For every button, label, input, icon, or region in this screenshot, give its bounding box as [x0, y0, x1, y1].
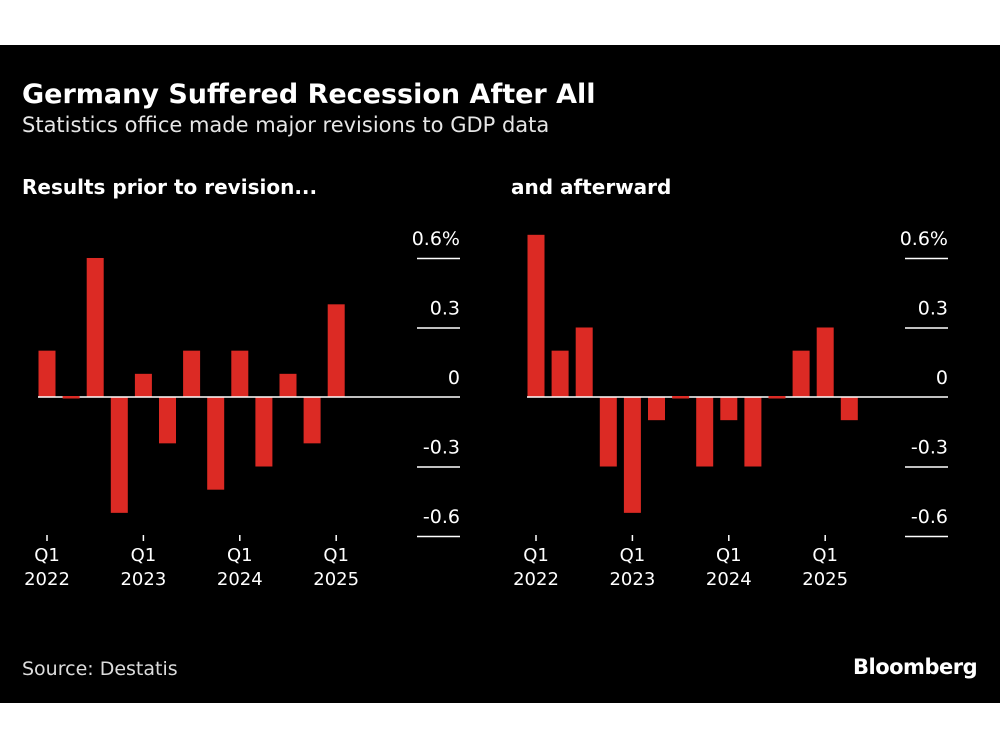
source-note: Source: Destatis — [22, 658, 178, 680]
bar — [86, 257, 104, 397]
y-tick-label: -0.3 — [423, 437, 460, 459]
bar — [575, 327, 593, 397]
x-tick-label: Q1 — [227, 545, 253, 566]
bar — [231, 350, 249, 397]
bar — [38, 350, 56, 397]
bar — [792, 350, 810, 397]
x-tick-label: 2023 — [609, 569, 655, 590]
bar — [303, 397, 321, 444]
bar — [110, 397, 128, 513]
y-tick-label: -0.3 — [911, 437, 948, 459]
x-tick-label: 2023 — [120, 569, 166, 590]
y-tick-label: -0.6 — [911, 506, 948, 528]
y-tick-label: -0.6 — [423, 506, 460, 528]
y-tick-label: 0.3 — [918, 297, 948, 319]
bar — [623, 397, 641, 513]
y-tick-label: 0.3 — [430, 297, 460, 319]
y-tick-label: 0 — [936, 367, 948, 389]
bar — [744, 397, 762, 467]
bar — [599, 397, 617, 467]
y-tick-label: 0.6% — [900, 228, 948, 250]
chart-subtitle: Statistics office made major revisions t… — [22, 113, 550, 137]
bar — [527, 234, 545, 397]
x-tick-label: Q1 — [716, 545, 742, 566]
bar — [134, 373, 152, 397]
bar — [720, 397, 738, 421]
bar — [159, 397, 176, 444]
x-tick-label: Q1 — [812, 545, 838, 566]
bar — [551, 350, 569, 397]
bar — [648, 397, 665, 421]
bar — [62, 396, 80, 398]
x-tick-label: 2024 — [217, 569, 263, 590]
chart-title: Germany Suffered Recession After All — [22, 79, 596, 110]
bar — [327, 304, 345, 397]
bar — [696, 397, 714, 467]
bar — [768, 396, 786, 398]
y-tick-label: 0 — [448, 367, 460, 389]
bar — [207, 397, 225, 490]
x-tick-label: Q1 — [523, 545, 549, 566]
x-tick-label: Q1 — [131, 545, 157, 566]
x-tick-label: 2022 — [513, 569, 559, 590]
left-chart-title: Results prior to revision... — [22, 175, 318, 199]
bar — [279, 373, 297, 397]
bar — [183, 350, 201, 397]
x-tick-label: Q1 — [620, 545, 646, 566]
bloomberg-logo: Bloomberg — [853, 655, 978, 679]
x-tick-label: 2024 — [706, 569, 752, 590]
right-chart-title: and afterward — [511, 175, 672, 199]
x-tick-label: 2022 — [24, 569, 70, 590]
bar — [672, 396, 690, 398]
x-tick-label: 2025 — [802, 569, 848, 590]
bar — [816, 327, 834, 397]
bar — [255, 397, 273, 467]
x-tick-label: Q1 — [34, 545, 60, 566]
x-tick-label: 2025 — [313, 569, 359, 590]
bar — [840, 397, 858, 421]
x-tick-label: Q1 — [323, 545, 349, 566]
y-tick-label: 0.6% — [412, 228, 460, 250]
